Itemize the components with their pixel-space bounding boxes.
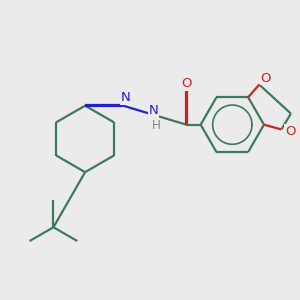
Text: H: H xyxy=(152,119,161,132)
Text: O: O xyxy=(260,72,271,85)
Text: N: N xyxy=(148,104,158,117)
Text: O: O xyxy=(181,77,192,90)
Text: N: N xyxy=(121,91,130,104)
Text: O: O xyxy=(285,124,296,137)
